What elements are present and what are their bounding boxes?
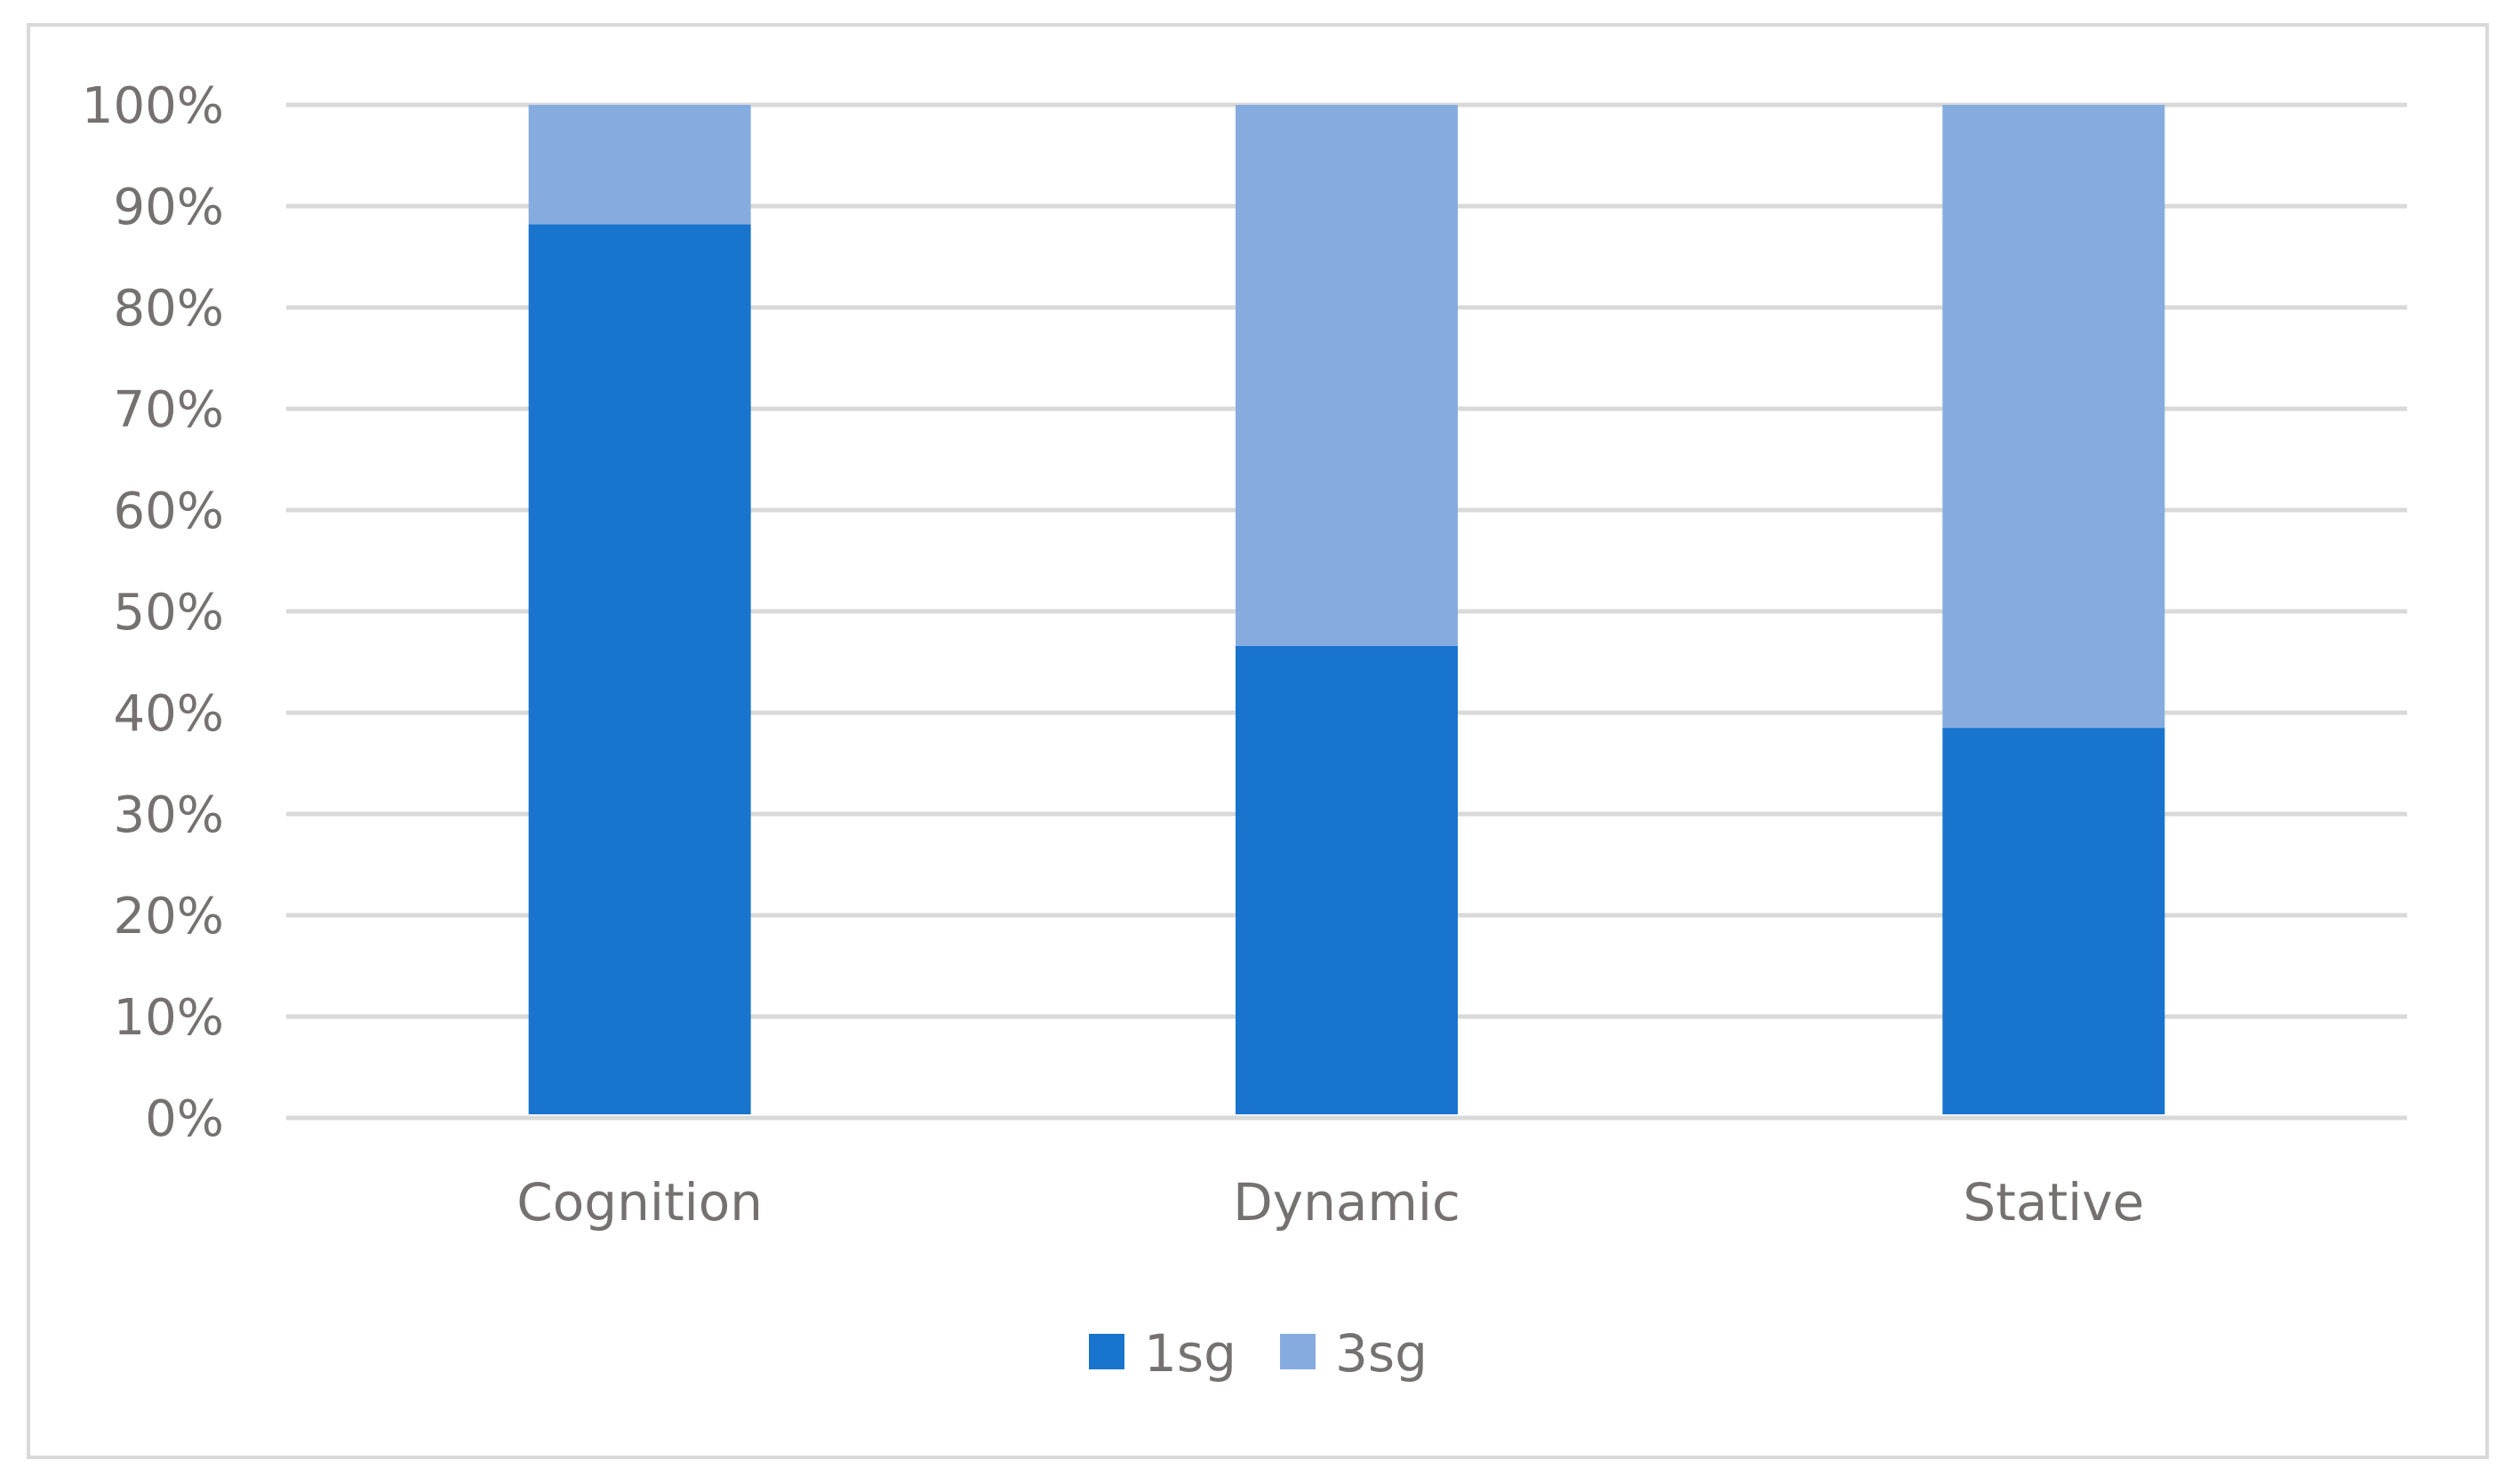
- bar-segment-1sg-cognition: [528, 224, 751, 1114]
- legend-swatch-3sg: [1280, 1334, 1316, 1369]
- y-tick-label: 0%: [145, 1090, 224, 1148]
- y-tick-label: 60%: [114, 483, 224, 540]
- bar-segment-3sg-dynamic: [1236, 105, 1458, 646]
- y-tick-label: 40%: [114, 685, 224, 743]
- bars: [528, 105, 2165, 1114]
- y-tick-label: 30%: [114, 786, 224, 844]
- y-tick-label: 20%: [114, 888, 224, 945]
- y-tick-label: 70%: [114, 381, 224, 439]
- y-tick-label: 50%: [114, 584, 224, 642]
- y-tick-label: 10%: [114, 989, 224, 1047]
- legend: 1sg 3sg: [1089, 1323, 1428, 1384]
- y-axis: 0% 10% 20% 30% 40% 50% 60% 70% 80% 90% 100%: [82, 77, 224, 1148]
- bar-segment-1sg-dynamic: [1236, 645, 1458, 1114]
- x-category-label: Dynamic: [1233, 1172, 1460, 1233]
- y-tick-label: 90%: [114, 179, 224, 236]
- legend-label-1sg: 1sg: [1144, 1323, 1236, 1384]
- y-tick-label: 80%: [114, 280, 224, 338]
- y-tick-label: 100%: [82, 77, 224, 135]
- x-category-label: Stative: [1963, 1172, 2144, 1233]
- x-category-label: Cognition: [516, 1172, 763, 1233]
- bar-segment-3sg-cognition: [528, 105, 751, 225]
- legend-label-3sg: 3sg: [1335, 1323, 1428, 1384]
- bar-segment-3sg-stative: [1942, 105, 2165, 729]
- x-axis: Cognition Dynamic Stative: [516, 1172, 2144, 1233]
- bar-segment-1sg-stative: [1942, 728, 2165, 1114]
- legend-swatch-1sg: [1089, 1334, 1124, 1369]
